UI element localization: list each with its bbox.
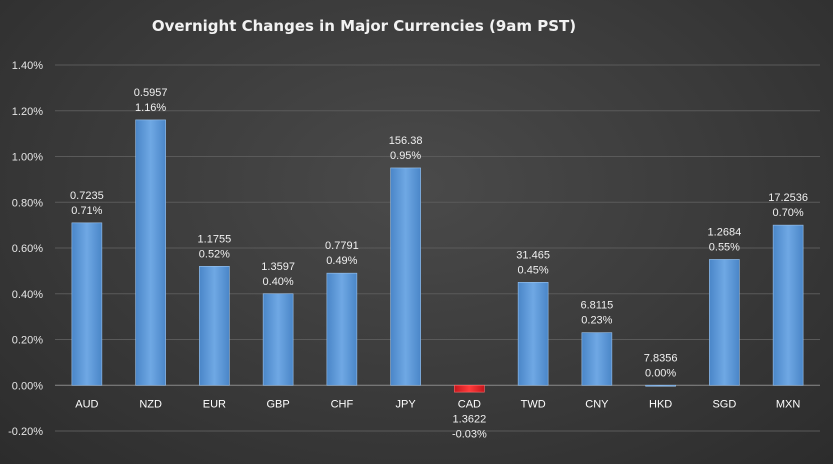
rate-label: 1.3597 xyxy=(261,261,295,273)
value-label: 0.40% xyxy=(263,276,294,288)
rate-label: 0.5957 xyxy=(134,87,168,99)
category-label: MXN xyxy=(776,398,801,410)
category-label: EUR xyxy=(203,398,226,410)
rate-label: 6.8115 xyxy=(580,300,613,312)
gridlines xyxy=(55,64,820,432)
data-labels: 0.7235 0.71% 0.5957 1.16% 1.1755 0.52% 1.3597 0… xyxy=(70,87,808,440)
y-tick-label: 0.40% xyxy=(12,289,43,301)
chart-title: Overnight Changes in Major Currencies (9… xyxy=(152,17,576,35)
value-label: 0.45% xyxy=(518,264,549,276)
value-label: 0.23% xyxy=(581,315,612,327)
y-tick-label: 1.00% xyxy=(12,152,43,164)
bar-mxn xyxy=(772,224,804,386)
bar-jpy xyxy=(390,167,421,386)
bar-aud xyxy=(71,222,103,386)
bar-hkd xyxy=(645,384,676,387)
bar-sgd xyxy=(709,259,740,386)
y-tick-label: 1.40% xyxy=(12,60,43,72)
value-label: 0.55% xyxy=(709,241,740,253)
rate-label: 0.7791 xyxy=(325,240,359,252)
value-label: 0.95% xyxy=(390,150,421,162)
bar-chf xyxy=(326,272,358,386)
rate-label: 1.1755 xyxy=(198,233,232,245)
bar-nzd xyxy=(135,119,166,386)
bar-eur xyxy=(199,265,230,386)
category-label: HKD xyxy=(649,398,672,410)
value-label: 0.70% xyxy=(773,207,804,219)
category-label: SGD xyxy=(712,398,736,410)
category-label: CAD xyxy=(458,398,481,410)
value-label: 0.00% xyxy=(645,367,676,379)
rate-label: 17.2536 xyxy=(768,192,808,204)
y-tick-label: 0.20% xyxy=(12,335,43,347)
y-tick-label: 0.80% xyxy=(12,197,43,209)
value-label: 0.49% xyxy=(326,255,357,267)
rate-label: 1.3622 xyxy=(453,413,487,425)
value-label: 0.52% xyxy=(199,248,230,260)
category-label: NZD xyxy=(139,398,162,410)
rate-label: 0.7235 xyxy=(70,190,104,202)
category-label: CNY xyxy=(585,398,609,410)
bar-gbp xyxy=(262,293,294,386)
rate-label: 31.465 xyxy=(516,249,550,261)
y-axis: 1.40% 1.20% 1.00% 0.80% 0.60% 0.40% 0.20% 0.00%… xyxy=(8,60,43,438)
y-tick-label: 0.60% xyxy=(12,243,43,255)
bar-cny xyxy=(581,332,613,386)
x-axis: AUD NZD EUR GBP CHF JPY CAD TWD CNY HKD SGD MXN xyxy=(75,398,800,410)
value-label: 0.71% xyxy=(71,205,102,217)
y-tick-label: 1.20% xyxy=(12,106,43,118)
rate-label: 156.38 xyxy=(389,135,423,147)
category-label: AUD xyxy=(75,398,98,410)
category-label: GBP xyxy=(267,398,290,410)
bars xyxy=(71,119,804,393)
y-tick-label: 0.00% xyxy=(12,380,43,392)
y-tick-label: -0.20% xyxy=(8,426,43,438)
category-label: CHF xyxy=(331,398,354,410)
category-label: TWD xyxy=(521,398,546,410)
rate-label: 7.8356 xyxy=(644,352,678,364)
bar-twd xyxy=(517,282,549,386)
value-label: -0.03% xyxy=(452,428,487,440)
bar-cad xyxy=(454,384,485,393)
rate-label: 1.2684 xyxy=(708,226,742,238)
value-label: 1.16% xyxy=(135,102,166,114)
category-label: JPY xyxy=(396,398,417,410)
